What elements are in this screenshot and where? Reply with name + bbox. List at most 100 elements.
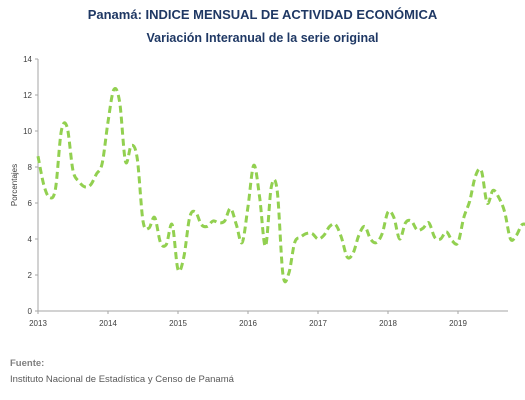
x-tick-label: 2015 [169,319,187,328]
data-point [212,220,215,223]
data-point [66,126,69,129]
data-point [206,225,209,228]
data-point [322,234,325,237]
data-point [83,185,86,188]
x-tick-label: 2017 [309,319,327,328]
data-point [54,187,57,190]
data-point [235,223,238,226]
chart-area: Panamá: INDICE MENSUAL DE ACTIVIDAD ECON… [10,7,525,328]
data-point [270,185,273,188]
data-point [387,211,390,214]
data-point [37,155,40,158]
data-point [252,164,255,167]
data-point [42,184,45,187]
y-tick-label: 2 [28,271,33,280]
data-point [247,205,250,208]
data-point [457,241,460,244]
data-point [188,216,191,219]
data-point [486,202,489,205]
y-tick-label: 10 [23,127,32,136]
data-point [194,211,197,214]
data-point [503,211,506,214]
chart-subtitle: Variación Interanual de la serie origina… [146,31,379,45]
y-tick-label: 8 [28,163,33,172]
data-point [521,223,524,226]
data-point [171,223,174,226]
data-point [363,225,366,228]
data-point [147,227,150,230]
data-point [340,236,343,239]
data-point [462,216,465,219]
y-tick-label: 0 [28,307,33,316]
x-tick-label: 2014 [99,319,117,328]
data-point [357,234,360,237]
data-point [293,241,296,244]
y-tick-label: 4 [28,235,33,244]
data-point [200,223,203,226]
data-point [299,236,302,239]
data-point [509,238,512,241]
data-point [136,157,139,160]
data-point [416,229,419,232]
x-tick-label: 2018 [379,319,397,328]
data-point [439,238,442,241]
data-point [328,225,331,228]
data-point [468,200,471,203]
data-point [410,220,413,223]
data-point [159,241,162,244]
data-point [60,130,63,133]
data-point [445,230,448,233]
y-tick-label: 12 [23,91,32,100]
data-point [107,121,110,124]
data-point [317,238,320,241]
data-point [112,88,115,91]
data-point [381,232,384,235]
data-point [427,221,430,224]
data-point [229,207,232,210]
data-point [165,243,168,246]
y-tick-label: 14 [23,55,32,64]
data-point [422,227,425,230]
data-point [48,196,51,199]
data-point [404,221,407,224]
data-point [72,169,75,172]
data-point [130,144,133,147]
x-tick-label: 2016 [239,319,257,328]
data-point [142,220,145,223]
line-chart: 0 2 4 6 8 10 12 14 2013 2014 2015 2016 2017 2018 2019 P… [10,55,525,328]
data-point [451,239,454,242]
data-point [153,216,156,219]
data-point [311,232,314,235]
data-point [177,268,180,271]
data-point [95,173,98,176]
data-point [334,223,337,226]
x-tick-label: 2019 [449,319,467,328]
y-tick-label: 6 [28,199,33,208]
data-point [352,252,355,255]
data-point [276,189,279,192]
y-axis-title: Porcentajes [10,164,19,206]
chart-title: Panamá: INDICE MENSUAL DE ACTIVIDAD ECON… [87,7,438,22]
data-point [182,256,185,259]
source-text: Instituto Nacional de Estadística y Cens… [10,374,234,385]
data-point [346,256,349,259]
data-point [241,241,244,244]
x-tick-label: 2013 [29,319,47,328]
data-point [497,196,500,199]
data-point [392,216,395,219]
data-point [89,184,92,187]
data-point [124,160,127,163]
data-point [433,236,436,239]
data-point [101,162,104,165]
source-label: Fuente: [10,358,45,369]
data-point [398,238,401,241]
data-point [264,245,267,248]
data-point [77,180,80,183]
series-line [36,86,525,284]
data-point [217,221,220,224]
data-point [118,101,121,104]
data-point [375,241,378,244]
data-point [223,220,226,223]
data-point [480,169,483,172]
data-point [258,196,261,199]
